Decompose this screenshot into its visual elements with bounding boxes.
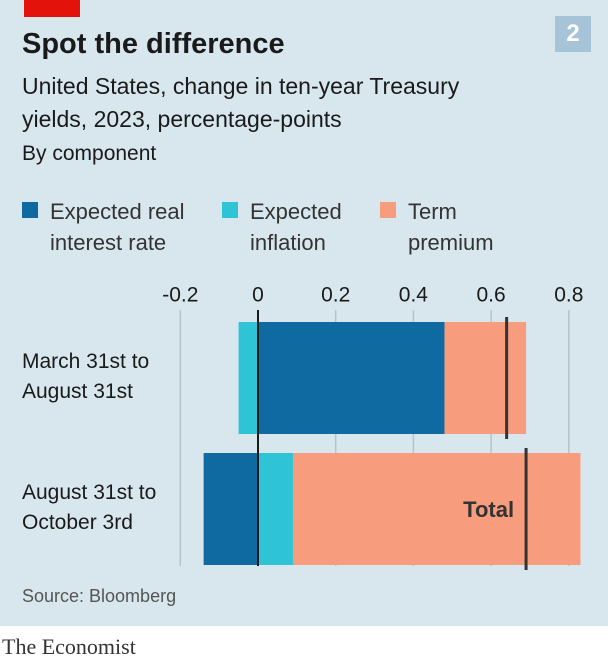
bar-segment xyxy=(292,453,581,565)
x-tick-label: 0 xyxy=(252,284,264,307)
legend-swatch xyxy=(380,202,396,218)
brand: The Economist xyxy=(2,634,136,659)
bar-segment xyxy=(258,322,445,434)
x-tick-label: 0.8 xyxy=(554,284,583,307)
bar-segment xyxy=(203,453,258,565)
bar-segment xyxy=(444,322,527,434)
x-tick-label: 0.2 xyxy=(321,284,350,307)
badge: 2 xyxy=(555,16,591,52)
legend-label: Expected inflation xyxy=(250,199,342,255)
bar-segment xyxy=(258,453,293,565)
legend-swatch xyxy=(22,202,38,218)
category-label: March 31st to August 31st xyxy=(22,350,150,403)
total-label: Total xyxy=(463,497,514,522)
legend-label: Term premium xyxy=(408,199,494,255)
source: Source: Bloomberg xyxy=(22,586,177,606)
chart-subtitle-2: By component xyxy=(22,142,157,165)
x-tick-label: 0.6 xyxy=(476,284,505,307)
category-label: August 31st to October 3rd xyxy=(22,481,157,534)
x-tick-label: 0.4 xyxy=(399,284,429,307)
chart-subtitle: United States, change in ten-year Treasu… xyxy=(22,73,460,132)
x-tick-label: -0.2 xyxy=(162,284,198,307)
red-tag xyxy=(24,0,80,17)
legend-label: Expected real interest rate xyxy=(50,199,185,255)
legend-swatch xyxy=(222,202,238,218)
chart-title: Spot the difference xyxy=(22,28,285,60)
bar-segment xyxy=(238,322,258,434)
